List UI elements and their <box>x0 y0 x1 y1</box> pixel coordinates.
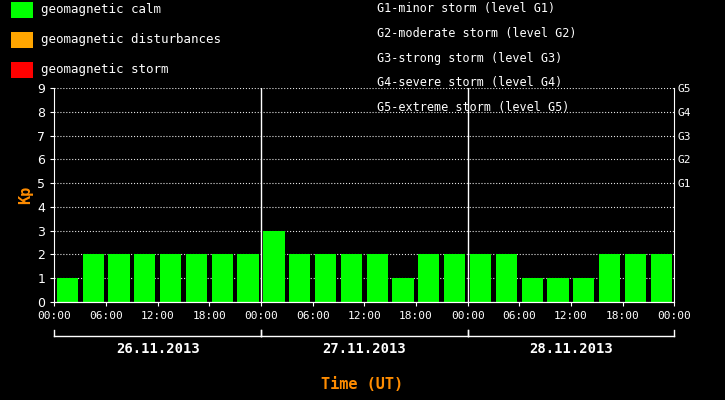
Bar <box>392 278 414 302</box>
Bar <box>57 278 78 302</box>
Text: G5-extreme storm (level G5): G5-extreme storm (level G5) <box>377 101 569 114</box>
Bar <box>470 254 491 302</box>
Bar <box>108 254 130 302</box>
Bar <box>547 278 568 302</box>
Bar <box>186 254 207 302</box>
Bar <box>521 278 543 302</box>
Bar <box>651 254 672 302</box>
Bar <box>134 254 155 302</box>
Text: G3-strong storm (level G3): G3-strong storm (level G3) <box>377 52 563 65</box>
Text: G2-moderate storm (level G2): G2-moderate storm (level G2) <box>377 27 576 40</box>
Y-axis label: Kp: Kp <box>18 186 33 204</box>
Bar <box>599 254 621 302</box>
Text: Time (UT): Time (UT) <box>321 377 404 392</box>
Bar <box>573 278 594 302</box>
Bar <box>367 254 388 302</box>
Text: geomagnetic storm: geomagnetic storm <box>41 64 169 76</box>
Bar <box>83 254 104 302</box>
Bar <box>315 254 336 302</box>
Bar <box>341 254 362 302</box>
Text: G1-minor storm (level G1): G1-minor storm (level G1) <box>377 2 555 15</box>
Text: geomagnetic disturbances: geomagnetic disturbances <box>41 34 221 46</box>
Text: G4-severe storm (level G4): G4-severe storm (level G4) <box>377 76 563 90</box>
Text: geomagnetic calm: geomagnetic calm <box>41 4 162 16</box>
Text: 27.11.2013: 27.11.2013 <box>323 342 406 356</box>
Bar <box>160 254 181 302</box>
Text: 26.11.2013: 26.11.2013 <box>116 342 199 356</box>
Bar <box>263 231 284 302</box>
Text: 28.11.2013: 28.11.2013 <box>529 342 613 356</box>
Bar <box>238 254 259 302</box>
Bar <box>496 254 517 302</box>
Bar <box>289 254 310 302</box>
Bar <box>418 254 439 302</box>
Bar <box>444 254 465 302</box>
Bar <box>212 254 233 302</box>
Bar <box>625 254 646 302</box>
